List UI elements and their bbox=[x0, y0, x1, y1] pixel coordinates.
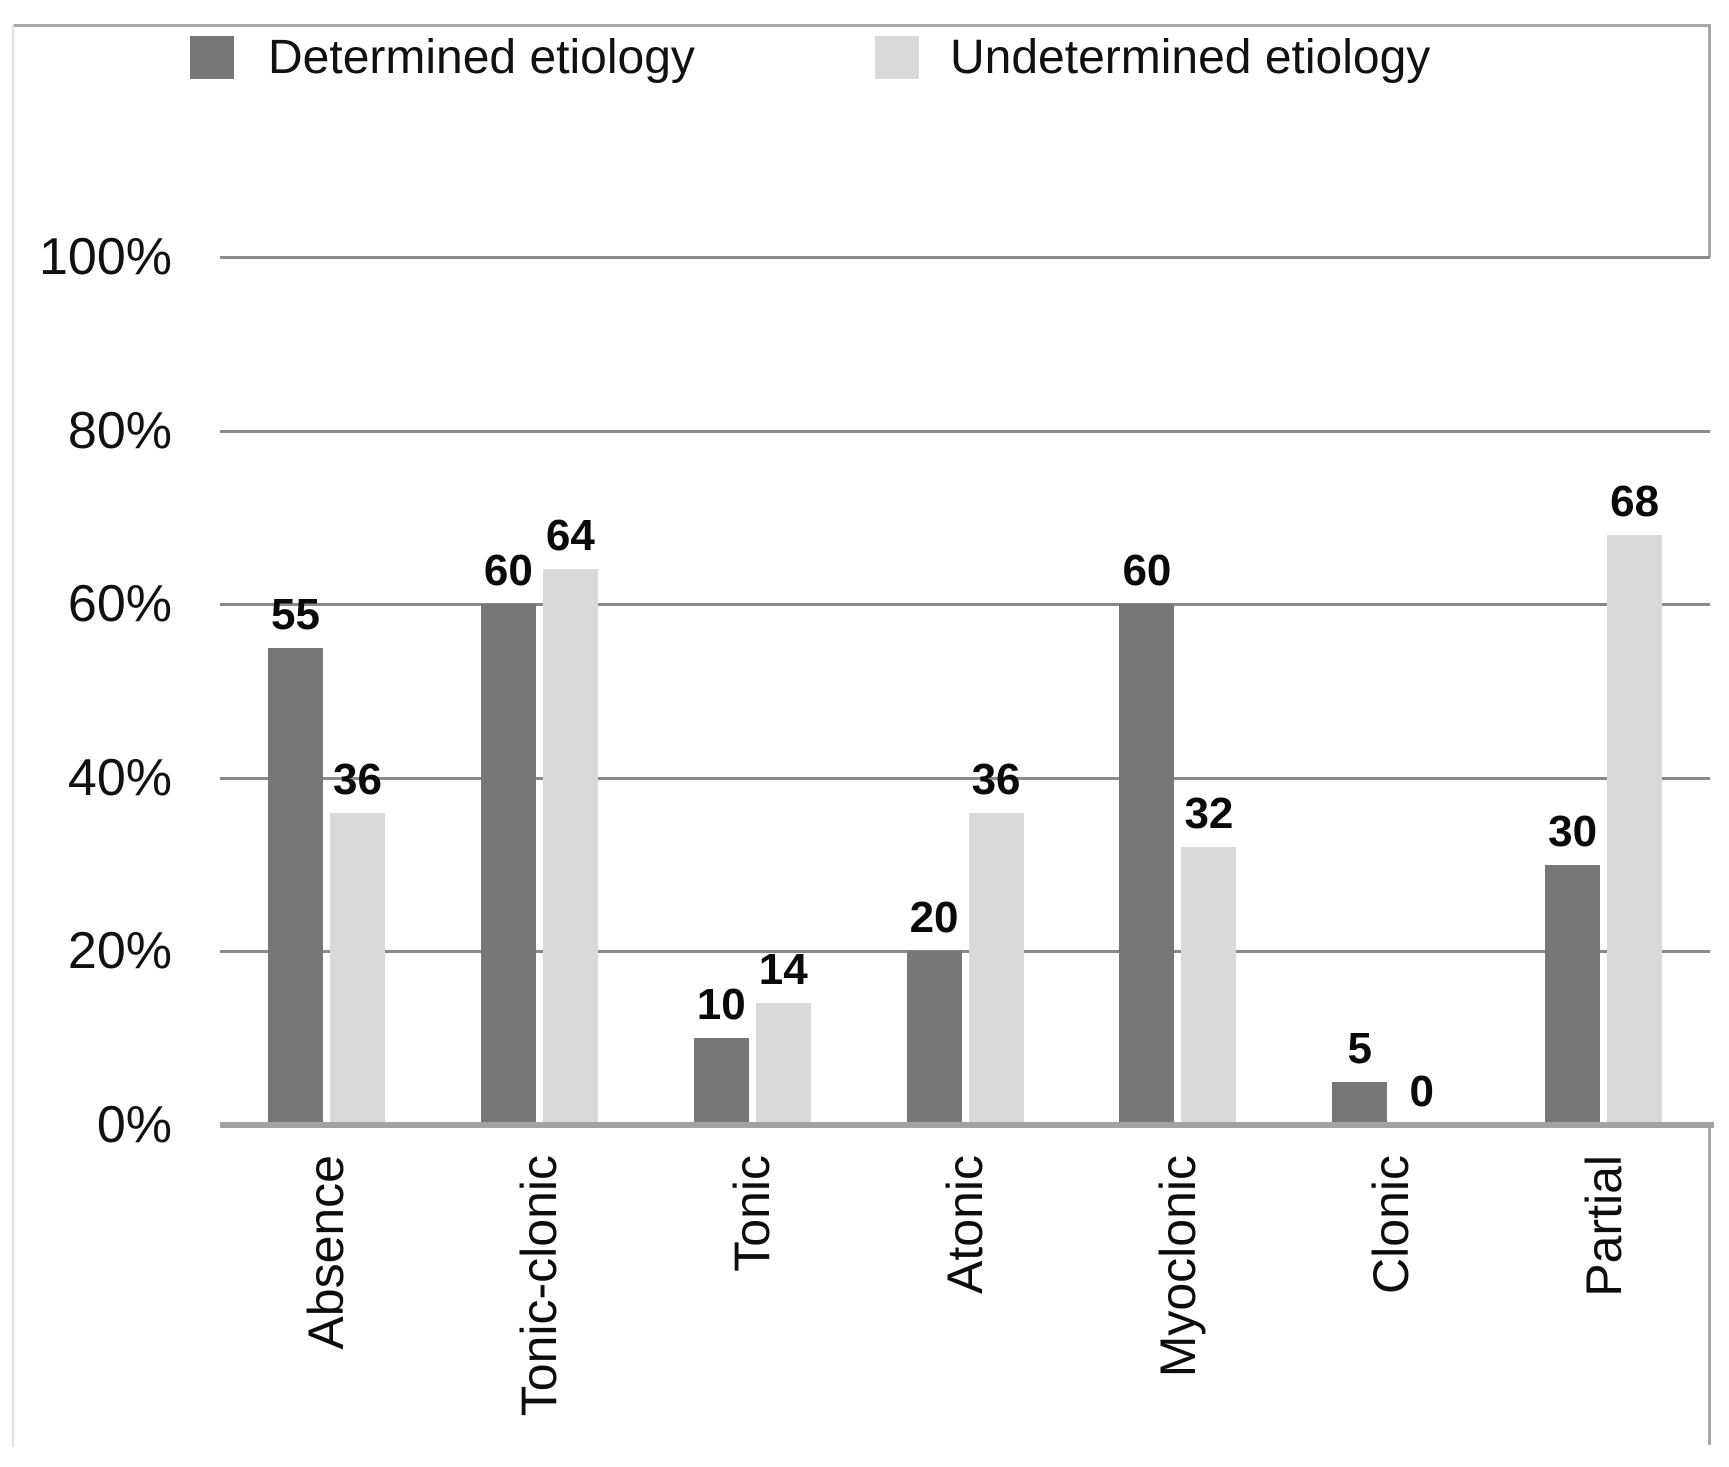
value-label-undetermined-tonic: 14 bbox=[758, 945, 808, 995]
value-label-undetermined-atonic: 36 bbox=[971, 754, 1021, 804]
value-label-determined-tonic-clonic: 60 bbox=[483, 546, 533, 596]
bar-undetermined-tonic bbox=[755, 1003, 811, 1125]
y-tick-label-60: 60% bbox=[67, 575, 172, 634]
value-label-undetermined-clonic: 0 bbox=[1409, 1067, 1435, 1116]
gridline-80 bbox=[220, 429, 1710, 433]
bar-determined-partial bbox=[1545, 864, 1601, 1125]
gridline-40 bbox=[220, 776, 1710, 780]
x-axis-line bbox=[220, 1122, 1714, 1128]
bar-determined-myoclonic bbox=[1119, 604, 1175, 1125]
bar-determined-clonic bbox=[1332, 1081, 1388, 1125]
category-label-absence: Absence bbox=[298, 1155, 355, 1350]
value-label-undetermined-myoclonic: 32 bbox=[1184, 789, 1234, 839]
gridline-60 bbox=[220, 603, 1710, 607]
legend-swatch-determined bbox=[190, 36, 234, 79]
frame-top-border bbox=[13, 24, 1711, 27]
y-tick-label-0: 0% bbox=[96, 1096, 172, 1154]
bar-determined-atonic bbox=[906, 951, 962, 1125]
bar-undetermined-partial bbox=[1607, 534, 1663, 1125]
y-tick-label-40: 40% bbox=[67, 748, 172, 807]
value-label-determined-clonic: 5 bbox=[1347, 1023, 1373, 1073]
bar-undetermined-myoclonic bbox=[1181, 847, 1237, 1125]
category-label-partial: Partial bbox=[1575, 1155, 1632, 1297]
y-tick-label-20: 20% bbox=[67, 922, 172, 981]
frame-left-border bbox=[12, 24, 14, 1447]
value-label-determined-atonic: 20 bbox=[909, 893, 959, 943]
gridline-100 bbox=[220, 256, 1710, 259]
y-tick-label-80: 80% bbox=[67, 401, 172, 460]
value-label-undetermined-absence: 36 bbox=[333, 754, 382, 804]
category-label-clonic: Clonic bbox=[1362, 1155, 1419, 1294]
legend-swatch-undetermined bbox=[875, 36, 919, 79]
value-label-determined-myoclonic: 60 bbox=[1122, 546, 1172, 596]
bar-determined-absence bbox=[268, 647, 323, 1125]
bar-undetermined-absence bbox=[330, 812, 385, 1125]
value-label-determined-absence: 55 bbox=[271, 589, 320, 639]
value-label-undetermined-tonic-clonic: 64 bbox=[545, 511, 595, 561]
gridline-20 bbox=[220, 950, 1710, 954]
category-label-tonic-clonic: Tonic-clonic bbox=[511, 1155, 568, 1417]
frame-right-border-upper bbox=[1708, 24, 1711, 257]
value-label-undetermined-partial: 68 bbox=[1610, 476, 1660, 526]
frame-right-border-lower bbox=[1708, 1125, 1711, 1445]
bar-undetermined-tonic-clonic bbox=[542, 569, 598, 1125]
y-tick-label-100: 100% bbox=[39, 228, 172, 286]
legend-label-undetermined: Undetermined etiology bbox=[950, 31, 1431, 84]
value-label-determined-partial: 30 bbox=[1548, 806, 1598, 856]
legend-label-determined: Determined etiology bbox=[268, 31, 695, 84]
bar-undetermined-atonic bbox=[968, 812, 1024, 1125]
category-label-tonic: Tonic bbox=[724, 1155, 781, 1272]
bar-determined-tonic bbox=[693, 1038, 749, 1125]
bar-determined-tonic-clonic bbox=[480, 604, 536, 1125]
category-label-myoclonic: Myoclonic bbox=[1149, 1155, 1206, 1378]
category-label-atonic: Atonic bbox=[937, 1155, 993, 1294]
value-label-determined-tonic: 10 bbox=[696, 980, 746, 1030]
